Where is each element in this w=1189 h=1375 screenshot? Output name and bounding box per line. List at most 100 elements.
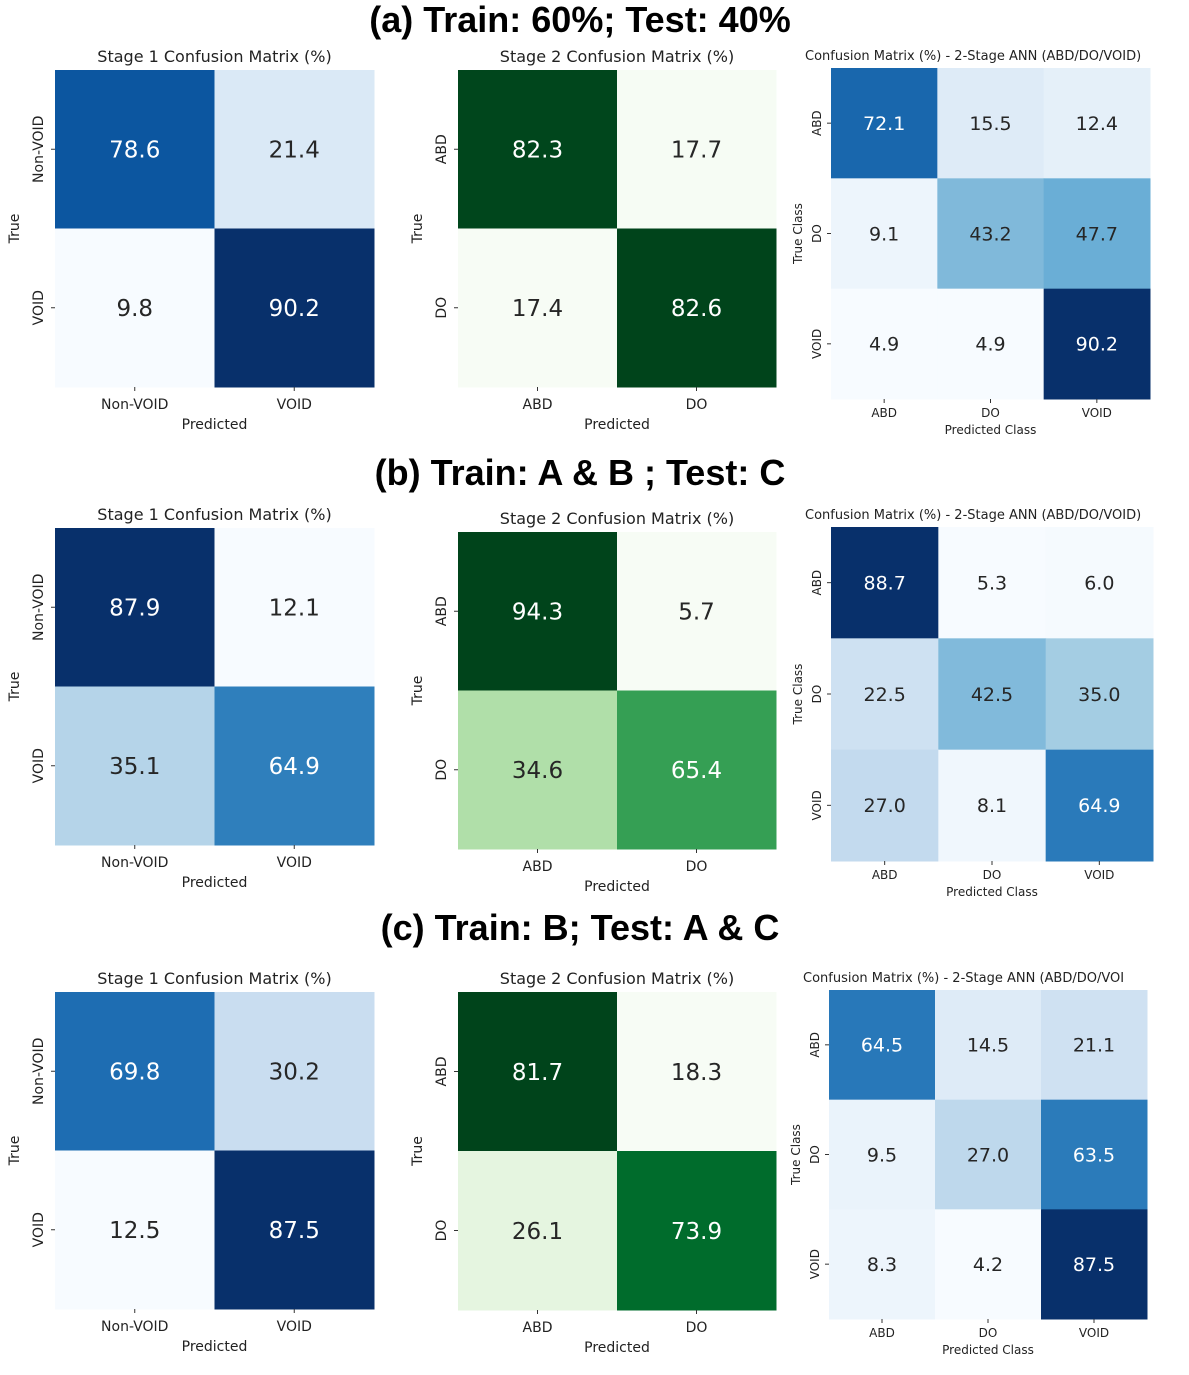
y-axis-label: True — [7, 214, 23, 245]
heatmap-cell — [829, 990, 936, 1101]
cell-value-label: 17.4 — [512, 296, 563, 322]
y-tick-label: DO — [810, 685, 824, 704]
cell-value-label: 9.1 — [869, 223, 899, 245]
chart-title: Stage 2 Confusion Matrix (%) — [500, 969, 734, 988]
cell-value-label: 9.8 — [116, 296, 153, 322]
x-axis-label: Predicted Class — [942, 1343, 1034, 1357]
y-tick-label: VOID — [808, 1249, 822, 1279]
cell-value-label: 82.3 — [512, 138, 563, 164]
x-axis-label: Predicted Class — [945, 423, 1037, 437]
y-tick-label: Non-VOID — [31, 116, 47, 183]
heatmap-cell — [55, 992, 215, 1151]
heatmap-cell — [938, 527, 1047, 639]
cell-value-label: 17.7 — [671, 138, 722, 164]
chart-title: Confusion Matrix (%) - 2-Stage ANN (ABD/… — [805, 49, 1141, 64]
x-tick-label: Non-VOID — [101, 1319, 168, 1335]
confusion-matrix-3: Confusion Matrix (%) - 2-Stage ANN (ABD/… — [791, 49, 1151, 437]
y-axis-label: True Class — [791, 203, 805, 265]
cell-value-label: 34.6 — [512, 758, 563, 784]
heatmap-cell — [214, 992, 375, 1151]
heatmap-cell — [1041, 1099, 1148, 1210]
y-tick-label: ABD — [810, 570, 824, 596]
x-axis-label: Predicted — [182, 417, 248, 433]
heatmap-cell — [1043, 288, 1151, 400]
x-tick-label: VOID — [1079, 1326, 1109, 1340]
heatmap-cell — [829, 1209, 936, 1320]
cell-value-label: 72.1 — [863, 113, 905, 135]
x-tick-label: DO — [686, 859, 708, 875]
x-tick-label: Non-VOID — [101, 855, 168, 871]
cell-value-label: 64.9 — [269, 754, 320, 780]
cell-value-label: 35.0 — [1078, 684, 1120, 706]
y-tick-label: VOID — [31, 748, 47, 783]
x-axis-label: Predicted — [584, 417, 650, 433]
cell-value-label: 90.2 — [269, 296, 320, 322]
heatmap-cell — [214, 686, 375, 846]
heatmap-cell — [214, 228, 375, 388]
heatmap-cell — [935, 1099, 1042, 1210]
chart-title: Confusion Matrix (%) - 2-Stage ANN (ABD/… — [803, 971, 1124, 986]
heatmap-cell — [617, 992, 777, 1152]
confusion-matrix-2: Stage 2 Confusion Matrix (%) 82.3 17.7 17.4… — [410, 47, 777, 433]
heatmap-cell — [55, 70, 215, 229]
x-axis-label: Predicted — [182, 1339, 248, 1355]
cell-value-label: 4.2 — [973, 1254, 1003, 1276]
y-tick-label: ABD — [808, 1032, 822, 1058]
cell-value-label: 78.6 — [109, 138, 160, 164]
x-axis-label: Predicted — [584, 1340, 650, 1356]
cell-value-label: 21.1 — [1073, 1035, 1115, 1057]
cell-value-label: 6.0 — [1084, 573, 1114, 595]
heatmap-cell — [458, 690, 618, 850]
heatmap-cell — [1045, 527, 1154, 639]
heatmap-cell — [938, 638, 1047, 751]
heatmap-cell — [458, 532, 618, 691]
cell-value-label: 8.3 — [867, 1254, 897, 1276]
heatmap-cell — [937, 288, 1045, 400]
cell-value-label: 9.5 — [867, 1144, 897, 1166]
y-tick-label: Non-VOID — [31, 574, 47, 641]
cell-value-label: 30.2 — [269, 1060, 320, 1086]
heatmap-cell — [55, 228, 215, 388]
y-axis-label: True Class — [789, 1124, 803, 1186]
x-tick-label: DO — [983, 868, 1002, 882]
y-tick-label: Non-VOID — [31, 1038, 47, 1105]
heatmap-cell — [214, 1150, 375, 1310]
heatmap-cell — [617, 1151, 777, 1311]
heatmap-cell — [831, 178, 938, 290]
cell-value-label: 4.9 — [975, 334, 1005, 356]
chart-title: Stage 1 Confusion Matrix (%) — [97, 47, 331, 66]
cell-value-label: 42.5 — [971, 684, 1013, 706]
x-tick-label: VOID — [277, 1319, 312, 1335]
cell-value-label: 22.5 — [864, 684, 906, 706]
cell-value-label: 63.5 — [1073, 1144, 1115, 1166]
cell-value-label: 8.1 — [977, 795, 1007, 817]
chart-title: Confusion Matrix (%) - 2-Stage ANN (ABD/… — [805, 508, 1141, 523]
heatmap-cell — [617, 228, 777, 388]
cell-value-label: 87.5 — [269, 1218, 320, 1244]
y-tick-label: VOID — [31, 1212, 47, 1247]
chart-title: Stage 2 Confusion Matrix (%) — [500, 509, 734, 528]
cell-value-label: 94.3 — [512, 600, 563, 626]
cell-value-label: 64.9 — [1078, 795, 1120, 817]
x-tick-label: DO — [686, 397, 708, 413]
heatmap-cell — [214, 528, 375, 687]
x-tick-label: ABD — [872, 868, 898, 882]
y-axis-label: True — [7, 1136, 23, 1167]
confusion-matrix-8: Stage 2 Confusion Matrix (%) 81.7 18.3 26.1… — [410, 969, 777, 1356]
x-tick-label: DO — [979, 1326, 998, 1340]
confusion-matrix-1: Stage 1 Confusion Matrix (%) 78.6 21.4 9.8 9… — [7, 47, 375, 433]
heatmap-cell — [937, 178, 1045, 290]
x-tick-label: ABD — [523, 397, 553, 413]
x-tick-label: Non-VOID — [101, 397, 168, 413]
y-tick-label: DO — [434, 1220, 450, 1242]
heatmap-cell — [458, 992, 618, 1152]
confusion-matrix-7: Stage 1 Confusion Matrix (%) 69.8 30.2 12.5… — [7, 969, 375, 1355]
cell-value-label: 81.7 — [512, 1060, 563, 1086]
cell-value-label: 90.2 — [1076, 334, 1118, 356]
y-axis-label: True — [410, 214, 426, 245]
confusion-matrix-5: Stage 2 Confusion Matrix (%) 94.3 5.7 34.6 6… — [410, 509, 777, 895]
cell-value-label: 65.4 — [671, 758, 722, 784]
heatmap-cell — [458, 70, 618, 229]
confusion-matrix-6: Confusion Matrix (%) - 2-Stage ANN (ABD/… — [791, 508, 1154, 899]
confusion-matrix-4: Stage 1 Confusion Matrix (%) 87.9 12.1 35.1… — [7, 505, 375, 891]
